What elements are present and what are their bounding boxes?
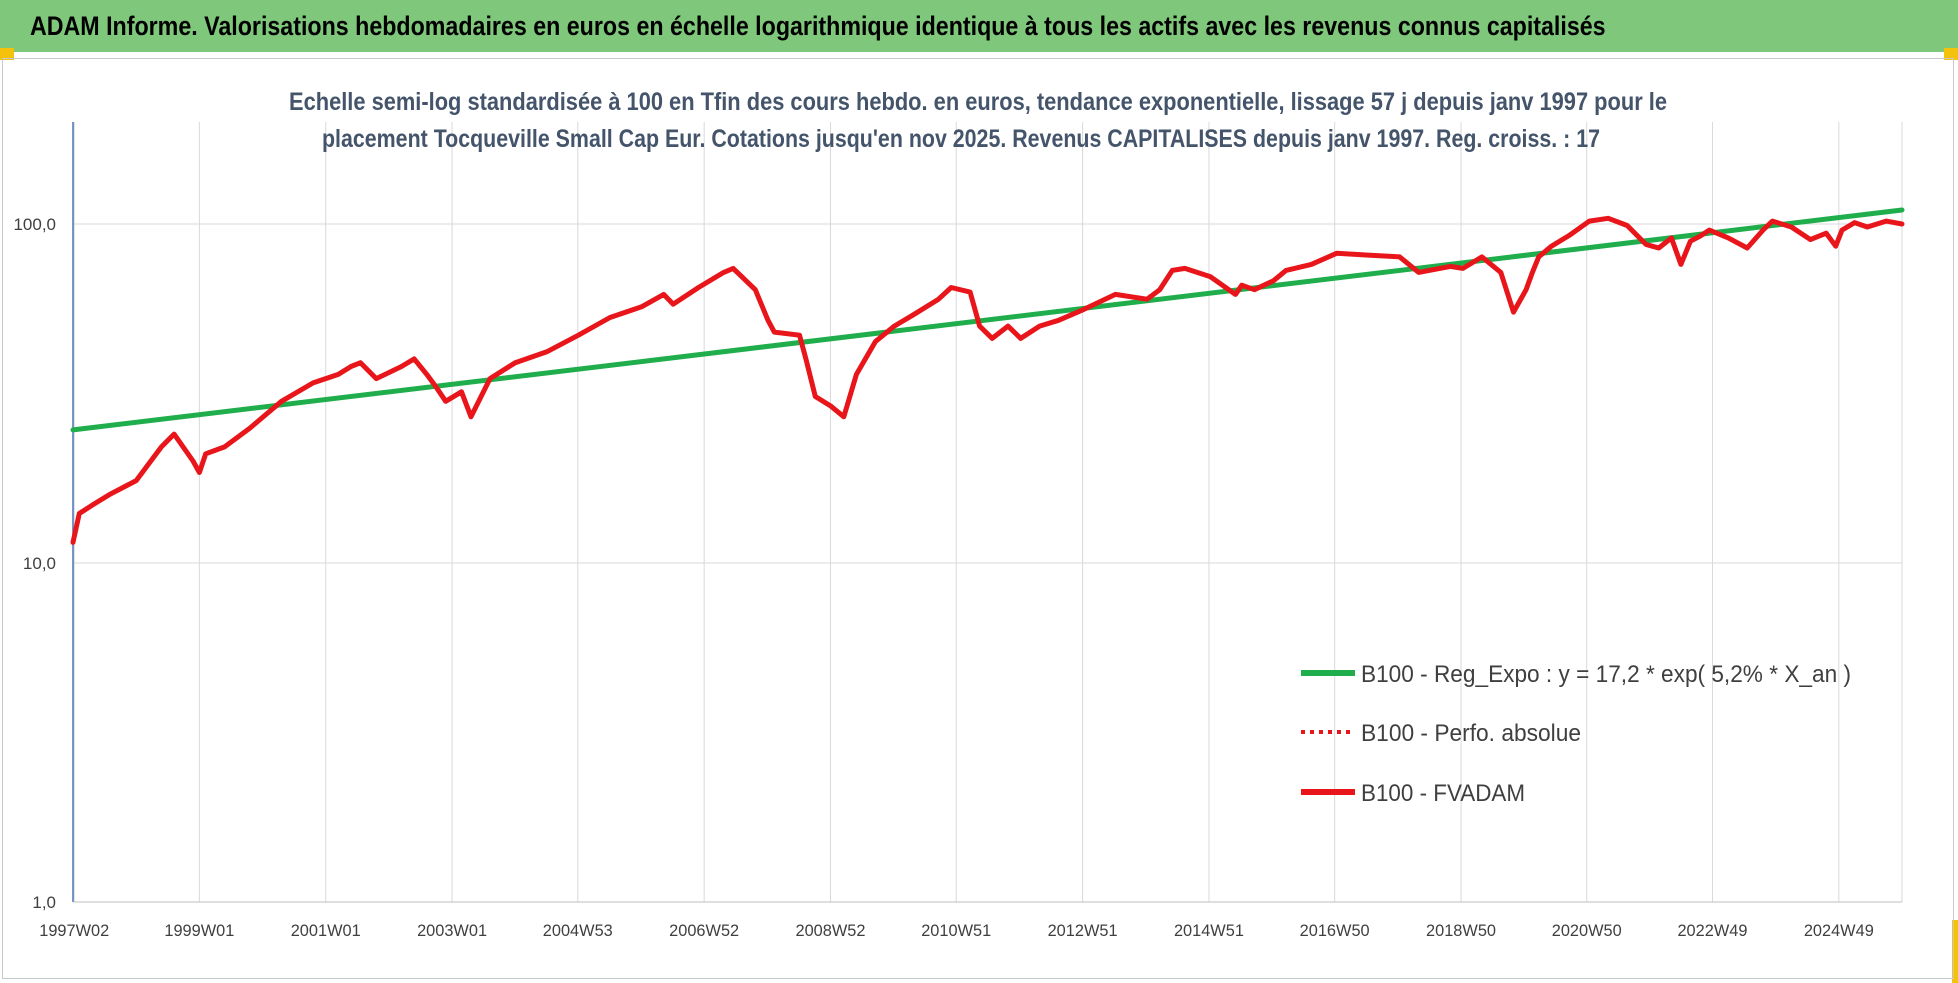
- legend-label-fvadam: B100 - FVADAM: [1361, 780, 1525, 807]
- x-tick-label: 1997W02: [39, 921, 109, 940]
- x-tick-label: 2006W52: [669, 921, 739, 940]
- corner-marker-top-left: [0, 48, 14, 60]
- x-tick-label: 2024W49: [1804, 921, 1874, 940]
- x-tick-label: 2018W50: [1426, 921, 1496, 940]
- report-banner: ADAM Informe. Valorisations hebdomadaire…: [0, 0, 1958, 52]
- legend-label-regression: B100 - Reg_Expo : y = 17,2 * exp( 5,2% *…: [1361, 661, 1851, 688]
- x-tick-label: 2008W52: [796, 921, 866, 940]
- legend-label-perfo: B100 - Perfo. absolue: [1361, 720, 1581, 747]
- series-line-regression: [70, 207, 1905, 433]
- x-axis-tick-labels: 1997W02 1999W01 2001W01 2003W01 2004W53 2006W…: [39, 921, 1874, 940]
- x-tick-label: 2003W01: [417, 921, 487, 940]
- y-axis-tick-labels: 1,0 10,0 100,0: [13, 215, 56, 912]
- x-tick-label: 2022W49: [1677, 921, 1747, 940]
- chart-title-line-2: placement Tocqueville Small Cap Eur. Cot…: [322, 125, 1600, 153]
- y-tick-label: 10,0: [23, 554, 56, 573]
- banner-title: ADAM Informe. Valorisations hebdomadaire…: [30, 10, 1606, 41]
- x-tick-label: 2010W51: [921, 921, 991, 940]
- chart-frame: [2, 58, 1954, 979]
- x-tick-label: 2020W50: [1552, 921, 1622, 940]
- x-tick-label: 2001W01: [291, 921, 361, 940]
- y-tick-label: 1,0: [32, 893, 56, 912]
- series-layer: [70, 207, 1905, 545]
- chart-legend: B100 - Reg_Expo : y = 17,2 * exp( 5,2% *…: [1301, 661, 1851, 807]
- corner-marker-top-right: [1944, 48, 1958, 60]
- x-tick-label: 2016W50: [1300, 921, 1370, 940]
- x-tick-label: 2014W51: [1174, 921, 1244, 940]
- corner-marker-bottom-right: [1952, 920, 1958, 983]
- chart-title-line-1: Echelle semi-log standardisée à 100 en T…: [289, 88, 1667, 116]
- y-tick-label: 100,0: [13, 215, 56, 234]
- series-line-fvadam: [70, 215, 1905, 545]
- x-tick-label: 2004W53: [543, 921, 613, 940]
- x-tick-label: 1999W01: [164, 921, 234, 940]
- x-tick-label: 2012W51: [1048, 921, 1118, 940]
- gridlines: [73, 122, 1903, 903]
